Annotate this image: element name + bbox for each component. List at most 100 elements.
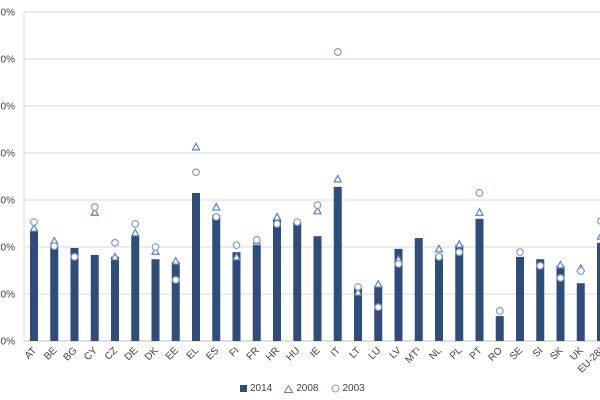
bar-2014 [90, 254, 99, 341]
x-tick-label: FR [245, 345, 262, 362]
marker-2003 [313, 201, 322, 210]
bar-2014 [475, 218, 484, 341]
bar-2014 [394, 248, 403, 341]
bar-2014 [455, 245, 464, 341]
x-tick-label: BG [62, 345, 80, 363]
x-tick-label: LU [367, 345, 384, 362]
bar-2014 [111, 256, 119, 341]
marker-2003 [273, 220, 281, 228]
bar-2014 [192, 192, 200, 341]
marker-2003 [394, 260, 403, 268]
marker-2003 [50, 242, 59, 250]
legend-item-2008: 2008 [284, 383, 319, 394]
y-tick-label: 40% [0, 149, 15, 160]
marker-2008 [353, 287, 363, 296]
marker-2003 [516, 248, 524, 257]
bar-2014 [313, 236, 322, 341]
x-tick-label: NL [427, 345, 444, 362]
marker-2003 [536, 261, 545, 270]
bar-2014 [556, 265, 565, 341]
bar-2014 [374, 286, 383, 341]
marker-2003 [212, 213, 221, 221]
marker-2008 [312, 206, 323, 215]
x-tick-label: FI [228, 345, 242, 359]
legend-item-2003: 2003 [331, 383, 365, 394]
marker-2008 [171, 256, 181, 265]
bar-2014 [70, 247, 79, 341]
x-tick-label: BE [42, 345, 59, 362]
marker-2003 [354, 283, 362, 291]
marker-2008 [373, 279, 383, 288]
marker-2008 [211, 202, 221, 211]
marker-2003 [556, 274, 565, 282]
x-tick-label: EE [164, 345, 181, 362]
x-tick-label: RO [486, 345, 505, 364]
bar-2014 [536, 259, 545, 341]
x-tick-label: CZ [103, 345, 120, 362]
x-tick-label: EL [185, 345, 202, 362]
bar-2014 [414, 238, 423, 341]
marker-2003 [252, 236, 261, 244]
x-tick-label: DK [143, 345, 161, 363]
bar-2014 [273, 218, 281, 341]
bar-2014 [50, 246, 59, 341]
bar-2014 [495, 316, 504, 341]
x-tick-label: HU [284, 345, 302, 363]
marker-2008 [150, 246, 161, 255]
x-tick-label: MT¹ [404, 345, 425, 366]
x-tick-label: SK [548, 345, 565, 362]
marker-2008 [596, 233, 600, 240]
marker-2003 [293, 218, 302, 226]
y-tick-label: 0% [1, 337, 16, 348]
marker-2003 [111, 238, 119, 247]
bar-2014 [252, 245, 261, 341]
bar-2014 [232, 252, 241, 341]
marker-2003 [70, 252, 79, 261]
x-tick-label: PT [468, 345, 485, 362]
marker-2003 [495, 307, 504, 315]
y-tick-label: 60% [0, 55, 15, 66]
x-tick-label: CY [82, 345, 100, 363]
x-tick-label: SE [508, 345, 525, 362]
x-tick-label: DE [123, 345, 141, 363]
marker-2008 [474, 207, 485, 216]
x-tick-label: LV [388, 345, 404, 361]
marker-2008 [333, 174, 343, 183]
marker-2003 [475, 189, 484, 197]
x-tick-label: PL [448, 345, 465, 362]
marker-2008 [110, 252, 120, 261]
bar-2014 [576, 283, 585, 341]
bar-2014 [131, 236, 140, 341]
y-tick-label: 20% [0, 243, 15, 254]
marker-2003 [435, 252, 443, 261]
marker-2003 [232, 241, 241, 250]
x-tick-label: IE [308, 345, 323, 360]
marker-2008 [231, 252, 242, 261]
marker-2003 [333, 48, 342, 56]
marker-2003 [576, 267, 585, 275]
x-tick-label: ES [204, 345, 221, 362]
x-tick-label: HR [264, 345, 282, 363]
x-tick-label: LT [348, 345, 364, 361]
bar-2014 [171, 262, 180, 341]
bar-2014 [151, 259, 160, 341]
y-tick-label: 30% [0, 196, 15, 207]
bar-2014 [333, 186, 342, 341]
marker-2003 [30, 218, 38, 226]
marker-2008 [272, 212, 282, 221]
bar-2014 [597, 242, 600, 341]
marker-2003 [192, 168, 200, 177]
marker-2003 [455, 248, 464, 257]
marker-2008 [434, 244, 444, 253]
marker-2003 [171, 276, 180, 284]
bar-2014 [212, 215, 221, 341]
marker-2008 [90, 207, 100, 216]
marker-2003 [90, 203, 99, 211]
bar-2014 [435, 254, 443, 341]
marker-2008 [454, 239, 464, 248]
bar-2014 [293, 222, 302, 341]
bar-2014 [354, 287, 362, 341]
x-tick-label: AT [23, 345, 39, 361]
marker-2008 [555, 260, 566, 269]
